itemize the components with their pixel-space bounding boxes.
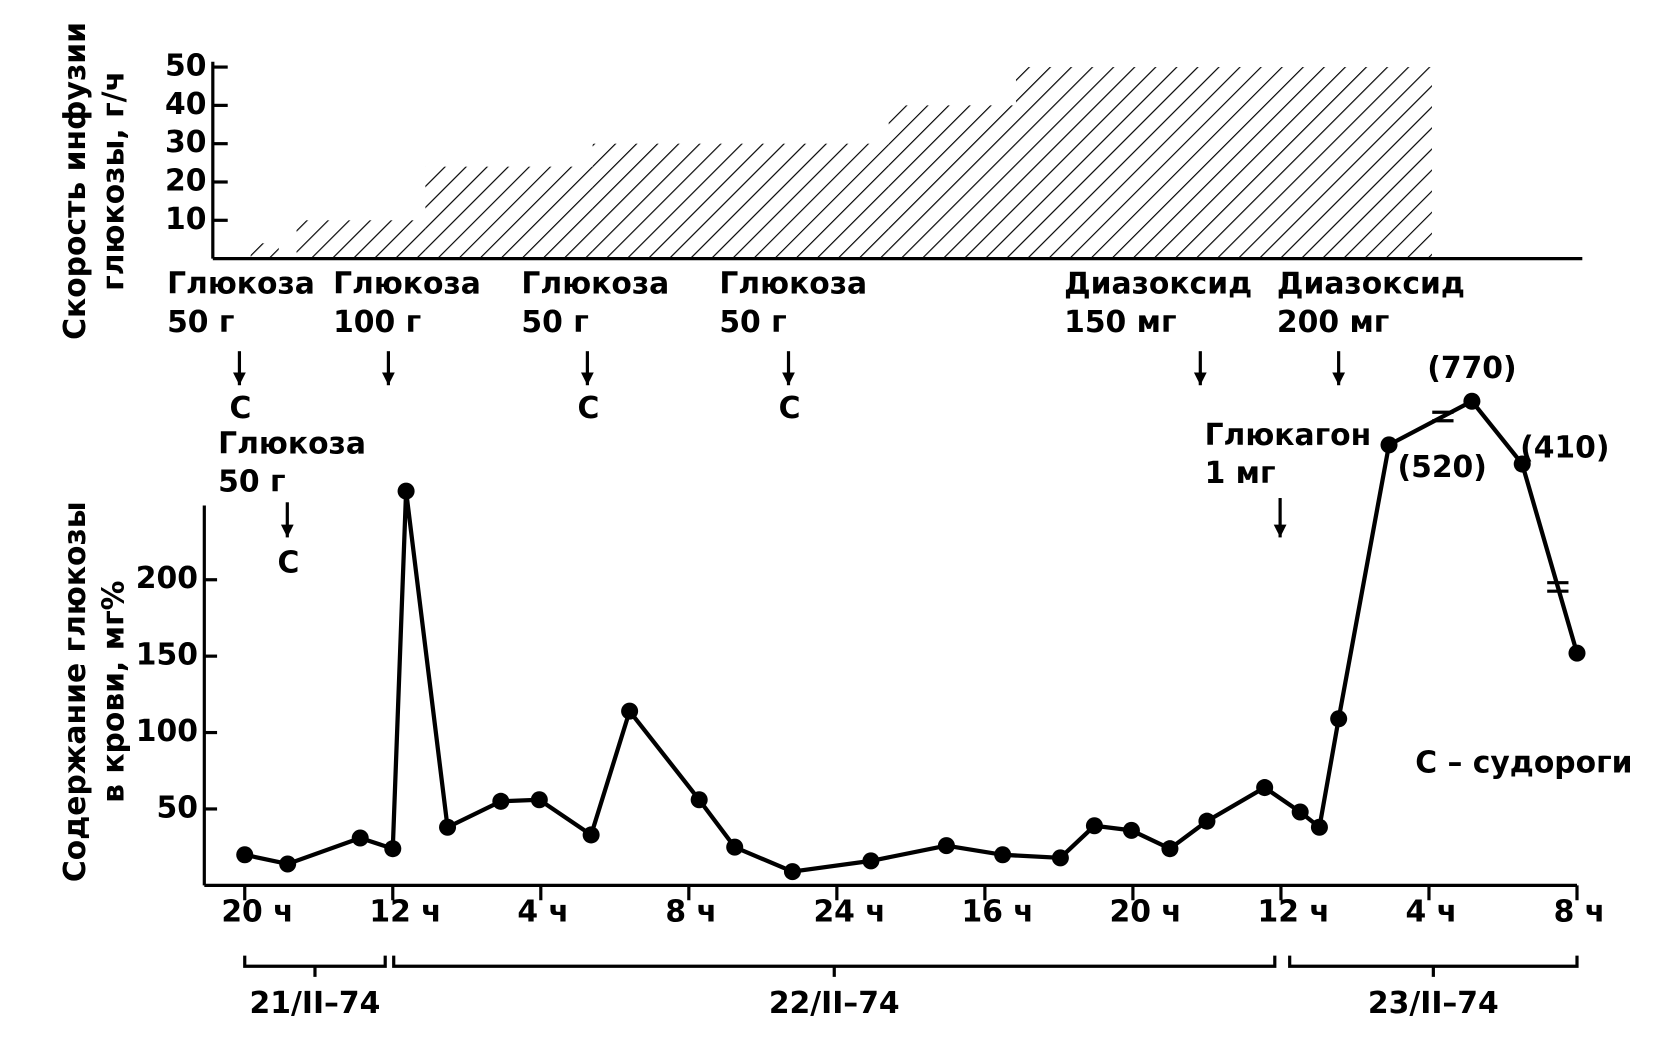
x-tick-label: 4 ч <box>1406 895 1458 930</box>
annotation: 50 г <box>218 465 285 500</box>
point <box>1051 849 1069 867</box>
y-tick-label: 20 <box>165 163 206 198</box>
point <box>862 852 880 870</box>
date-label: 21/II–74 <box>250 986 381 1021</box>
point <box>621 702 639 720</box>
bracket <box>392 955 1277 977</box>
point <box>690 791 708 809</box>
arrow-head <box>1332 372 1346 386</box>
annotation: Глюкоза <box>167 267 315 302</box>
line <box>244 398 1580 874</box>
arrow-head <box>1193 372 1207 386</box>
point <box>937 837 955 855</box>
y-axis-label: Содержание глюкозы <box>58 501 93 882</box>
y-tick-label: 10 <box>165 202 206 237</box>
note: С – судороги <box>1415 746 1632 781</box>
annotation: Глюкагон <box>1205 418 1372 453</box>
y-tick-label: 200 <box>136 561 198 596</box>
annotation: Глюкоза <box>719 267 867 302</box>
y-tick-label: 150 <box>136 638 198 673</box>
value-label: (770) <box>1427 351 1516 386</box>
x-tick-label: 8 ч <box>665 895 717 930</box>
annotation-mark: С <box>779 391 801 426</box>
y-axis-label: Скорость инфузии <box>58 22 93 340</box>
arrow-head <box>1273 524 1287 538</box>
x-tick-label: 4 ч <box>517 895 569 930</box>
bar <box>888 105 1016 259</box>
annotation: Диазоксид <box>1064 267 1252 302</box>
value-label: (410) <box>1520 431 1609 466</box>
annotation: Диазоксид <box>1277 267 1465 302</box>
point <box>582 826 600 844</box>
point <box>1198 812 1216 830</box>
arrow-head <box>581 372 594 386</box>
bar <box>296 220 426 259</box>
y-axis-label: в крови, мг% <box>96 581 131 803</box>
annotation: Глюкоза <box>333 267 481 302</box>
y-tick-label: 40 <box>165 87 206 122</box>
bar <box>425 166 593 259</box>
arrow-head <box>382 372 395 386</box>
bar <box>1015 67 1432 259</box>
point <box>397 482 415 500</box>
y-tick-label: 100 <box>136 714 198 749</box>
annotation: 150 мг <box>1064 305 1176 340</box>
point <box>1310 818 1328 836</box>
point <box>279 855 297 873</box>
arrow-head <box>280 524 294 538</box>
point <box>1513 455 1531 473</box>
point <box>530 791 548 809</box>
annotation: Глюкоза <box>218 426 366 461</box>
date-label: 23/II–74 <box>1368 986 1499 1021</box>
arrow-head <box>233 372 246 386</box>
x-tick-label: 8 ч <box>1554 895 1606 930</box>
annotation-mark: С <box>277 546 299 581</box>
bracket <box>1288 955 1579 977</box>
annotation-mark: С <box>230 391 252 426</box>
annotation-mark: С <box>578 391 600 426</box>
y-tick-label: 50 <box>165 49 206 84</box>
annotation: 100 г <box>333 305 421 340</box>
x-tick-label: 20 ч <box>221 895 293 930</box>
arrow-head <box>782 372 795 386</box>
point <box>1291 803 1309 821</box>
annotation: 1 мг <box>1205 456 1276 491</box>
annotation: 50 г <box>521 305 588 340</box>
x-tick-label: 20 ч <box>1110 895 1182 930</box>
point <box>1380 436 1398 454</box>
point <box>236 846 254 864</box>
point <box>1330 710 1348 728</box>
y-axis-label: глюкозы, г/ч <box>96 71 131 291</box>
y-tick-label: 50 <box>156 790 197 825</box>
date-label: 22/II–74 <box>769 986 900 1021</box>
point <box>351 829 369 847</box>
point <box>1085 817 1103 835</box>
annotation: 50 г <box>167 305 234 340</box>
point <box>439 818 457 836</box>
point <box>1161 840 1179 858</box>
point <box>1463 392 1481 410</box>
point <box>1256 779 1274 797</box>
annotation: 50 г <box>719 305 786 340</box>
bar <box>592 143 889 259</box>
annotation: Глюкоза <box>521 267 669 302</box>
value-label: (520) <box>1398 450 1487 485</box>
point <box>384 840 402 858</box>
x-tick-label: 12 ч <box>1258 895 1330 930</box>
y-tick-label: 30 <box>165 125 206 160</box>
x-tick-label: 16 ч <box>961 895 1033 930</box>
point <box>1122 821 1140 839</box>
point <box>726 838 744 856</box>
x-tick-label: 12 ч <box>369 895 441 930</box>
x-tick-label: 24 ч <box>813 895 885 930</box>
point <box>994 846 1012 864</box>
bar <box>250 243 279 259</box>
point <box>492 792 510 810</box>
point <box>1568 644 1586 662</box>
bracket <box>243 955 387 977</box>
annotation: 200 мг <box>1277 305 1389 340</box>
point <box>783 863 801 881</box>
